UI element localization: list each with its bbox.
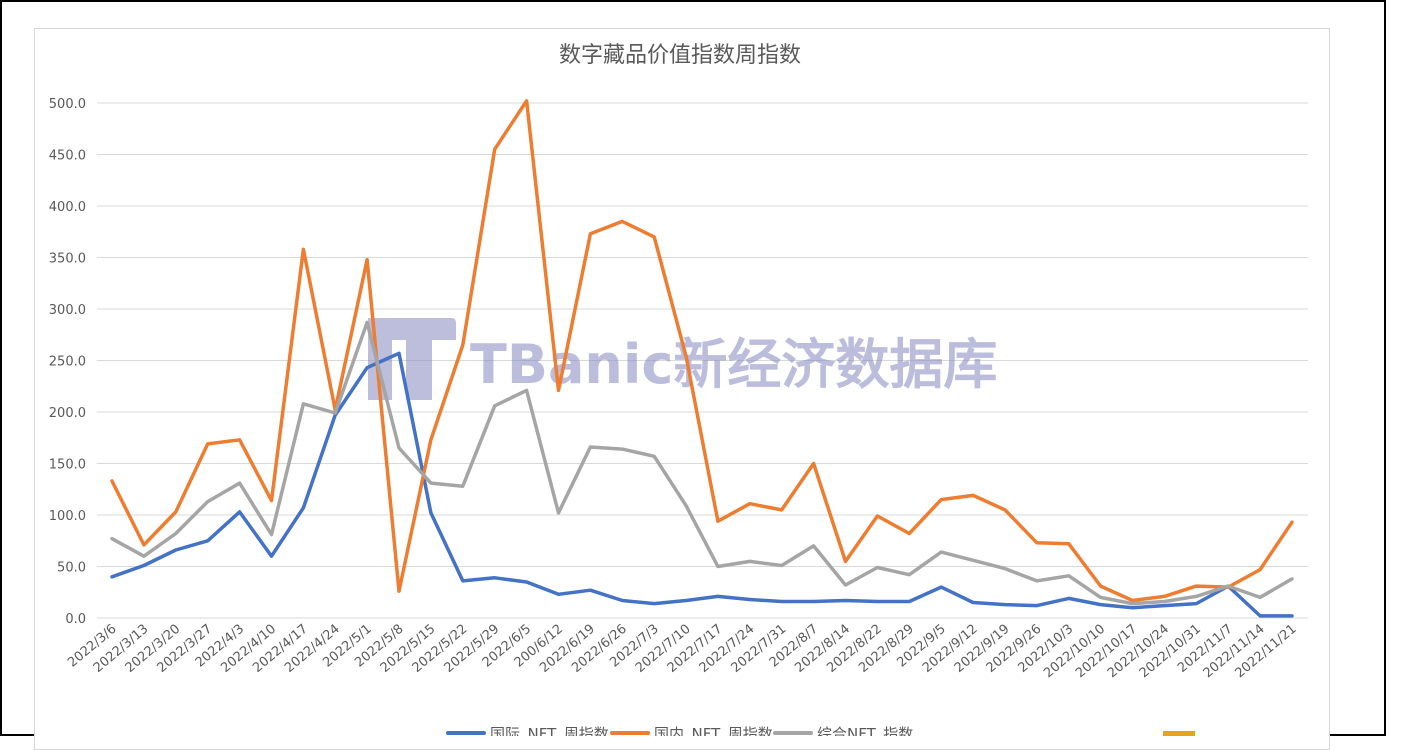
legend-label: 综合NFT_指数 <box>817 725 913 736</box>
chart-title: 数字藏品价值指数周指数 <box>559 43 801 68</box>
y-tick-label: 100.0 <box>49 509 86 524</box>
y-tick-label: 400.0 <box>49 200 86 215</box>
y-tick-label: 250.0 <box>49 355 86 370</box>
y-tick-label: 300.0 <box>49 303 86 318</box>
watermark-logo-icon <box>368 318 456 400</box>
y-tick-label: 0.0 <box>65 612 86 627</box>
y-tick-label: 50.0 <box>57 561 86 576</box>
y-axis-ticks: 500.0 450.0 400.0 350.0 300.0 250.0 200.0 150.0… <box>49 97 86 627</box>
y-tick-label: 200.0 <box>49 406 86 421</box>
series-line-1 <box>110 99 1294 603</box>
legend-label: 国际_NFT_周指数 <box>490 725 609 736</box>
y-tick-label: 450.0 <box>49 149 86 164</box>
watermark-text: TBanic新经济数据库 <box>470 333 997 396</box>
series-line-0 <box>110 351 1294 618</box>
chart-container <box>34 28 1330 750</box>
corner-logo-icon <box>1163 731 1195 736</box>
legend-label: 国内_NFT_周指数 <box>654 725 773 736</box>
grid-lines <box>97 102 1308 619</box>
legend: 国际_NFT_周指数 国内_NFT_周指数 综合NFT_指数 <box>446 725 913 736</box>
watermark: TBanic新经济数据库 <box>368 318 997 400</box>
x-axis-ticks: 2022/3/62022/3/132022/3/202022/3/272022/… <box>65 622 1299 682</box>
series-lines <box>110 99 1294 618</box>
window-edge <box>1384 0 1408 736</box>
y-tick-label: 500.0 <box>49 97 86 112</box>
y-tick-label: 150.0 <box>49 458 86 473</box>
series-line-2 <box>110 320 1294 606</box>
y-tick-label: 350.0 <box>49 252 86 267</box>
